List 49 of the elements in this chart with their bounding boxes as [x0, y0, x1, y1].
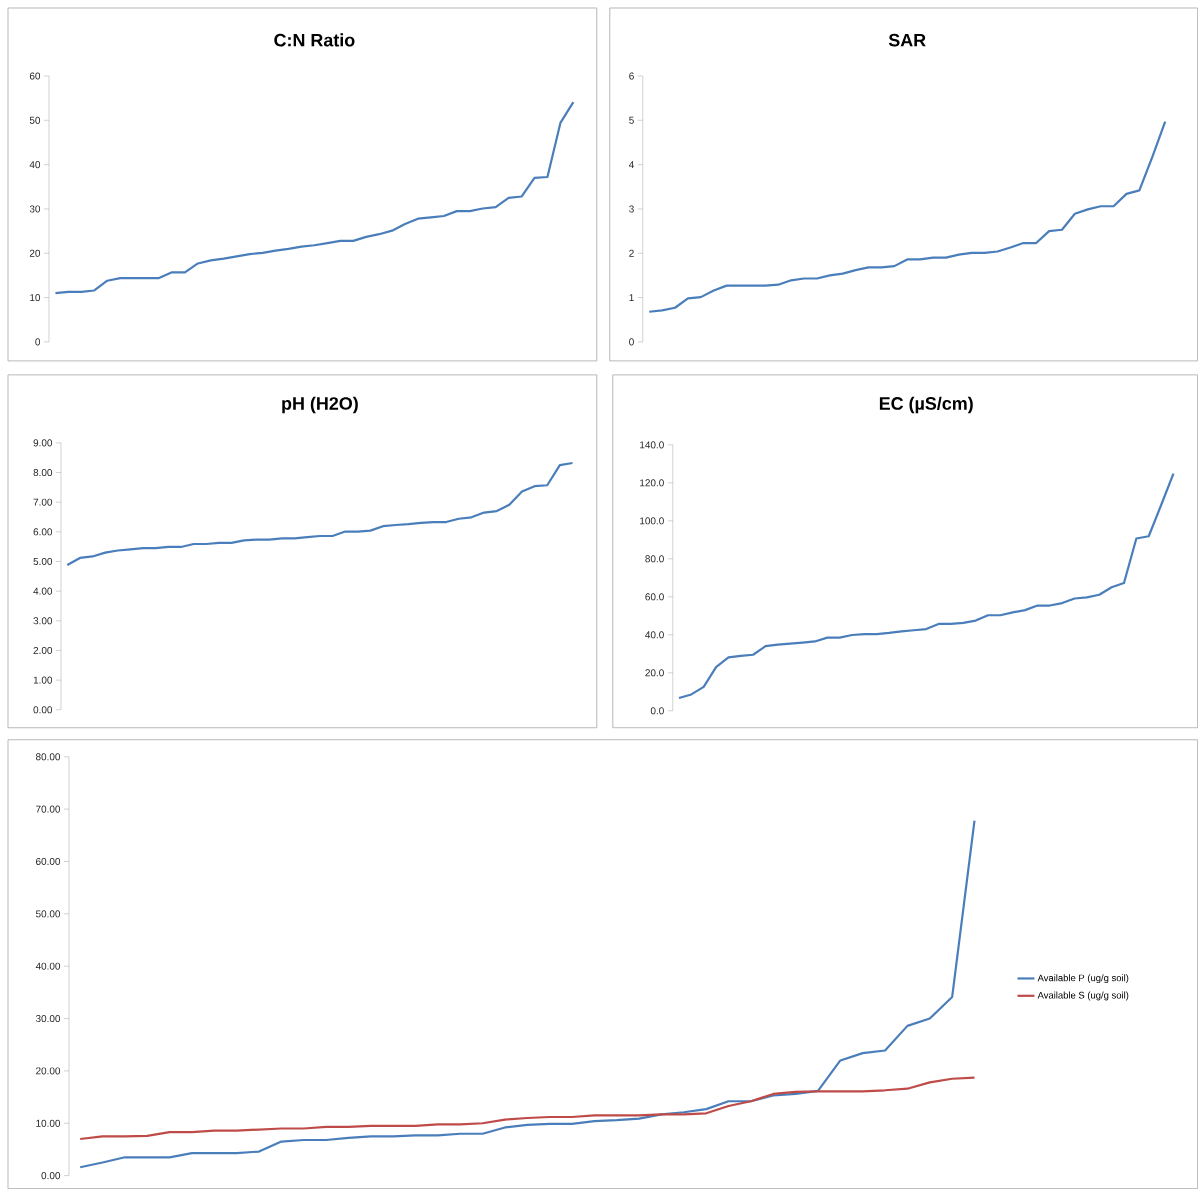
y-tick-label: 1.00: [33, 676, 53, 684]
y-tick-label: 8.00: [33, 469, 53, 477]
y-tick-label: 60.00: [36, 857, 61, 865]
y-tick-label: 60.0: [645, 593, 664, 601]
y-tick-label: 50: [29, 116, 41, 124]
y-tick-label: 5.00: [33, 557, 53, 566]
y-tick-label: 4.00: [33, 587, 53, 595]
y-tick-label: 50.00: [35, 910, 61, 918]
chart-title: C:N Ratio: [274, 33, 355, 47]
line-series: [66, 461, 574, 567]
y-tick-label: 3: [629, 205, 634, 213]
y-tick-label: 4: [628, 161, 634, 169]
y-tick-label: 0.00: [33, 706, 53, 714]
legend-label: Available S (ug/g soil): [1037, 991, 1129, 1001]
y-tick-label: 2.00: [33, 646, 53, 654]
y-tick-label: 40.00: [35, 962, 61, 970]
y-tick-label: 80.0: [645, 555, 664, 563]
y-tick-label: 60: [29, 72, 41, 80]
line-series: [677, 472, 1175, 700]
y-tick-label: 20.00: [36, 1067, 61, 1075]
y-tick-label: 40: [29, 161, 41, 169]
y-tick-label: 7.00: [33, 498, 53, 506]
chart-title: pH (H2O): [282, 396, 358, 414]
y-tick-label: 0.0: [650, 707, 664, 715]
y-tick-label: 10.00: [36, 1119, 61, 1127]
y-tick-label: 20: [29, 249, 41, 257]
y-tick-label: 0.00: [41, 1172, 61, 1180]
y-tick-label: 30: [29, 205, 41, 213]
y-tick-label: 6.00: [33, 528, 53, 536]
y-tick-label: 80.00: [35, 753, 61, 761]
y-tick-label: 120.0: [640, 479, 664, 487]
y-tick-label: 10: [30, 294, 41, 302]
y-tick-label: 70.00: [36, 805, 61, 813]
chart-title: EC (µS/cm): [879, 396, 973, 414]
y-tick-label: 140.0: [640, 441, 664, 449]
chart-title: SAR: [888, 33, 926, 47]
y-tick-label: 6: [629, 72, 634, 80]
y-tick-label: 0: [629, 338, 634, 346]
y-tick-label: 30.00: [35, 1015, 61, 1023]
y-tick-label: 40.0: [645, 631, 664, 639]
y-tick-label: 20.0: [645, 669, 664, 677]
y-tick-label: 9.00: [33, 439, 53, 447]
y-tick-label: 100.0: [640, 517, 664, 525]
y-tick-label: 1: [629, 294, 634, 301]
legend-label: Available P (ug/g soil): [1037, 974, 1129, 984]
y-tick-label: 0: [35, 338, 41, 346]
y-tick-label: 3.00: [33, 617, 53, 625]
y-tick-label: 5: [629, 116, 634, 124]
y-tick-label: 2: [629, 249, 634, 257]
